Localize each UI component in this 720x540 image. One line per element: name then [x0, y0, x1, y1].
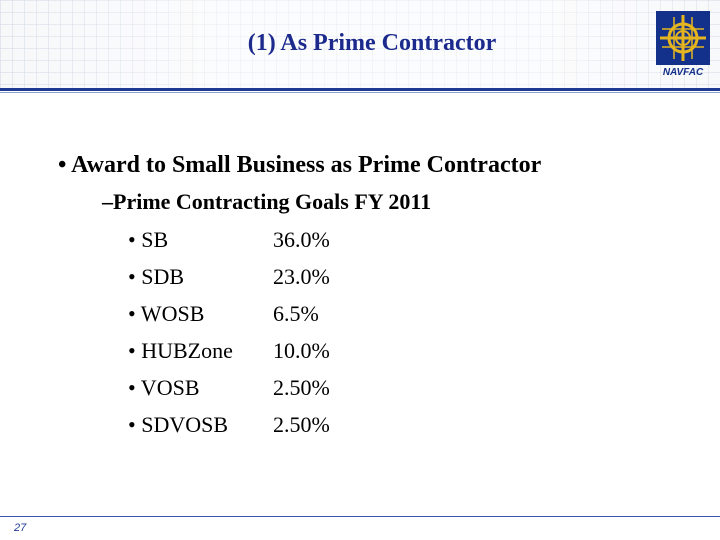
goal-name: • WOSB [128, 301, 205, 326]
logo-emblem [656, 11, 710, 65]
footer-rule [0, 516, 720, 517]
slide-title: (1) As Prime Contractor [247, 30, 497, 56]
page-number: 27 [14, 522, 27, 534]
goal-name: • HUBZone [128, 338, 233, 363]
goal-value: 6.5% [273, 301, 319, 326]
header-rule-thin [0, 92, 720, 93]
goal-value: 23.0% [273, 264, 330, 289]
bullet-level-1: • Award to Small Business as Prime Contr… [58, 152, 542, 178]
bullet-level-2: –Prime Contracting Goals FY 2011 [102, 189, 432, 214]
navfac-logo: NAVFAC [656, 11, 710, 78]
goal-name: • SB [128, 227, 169, 252]
goal-value: 2.50% [273, 412, 330, 437]
logo-text: NAVFAC [662, 67, 704, 78]
header-rule [0, 88, 720, 91]
goal-value: 2.50% [273, 375, 330, 400]
goal-name: • VOSB [128, 375, 200, 400]
compass-icon [656, 11, 710, 65]
goal-value: 10.0% [273, 338, 330, 363]
goal-name: • SDB [128, 264, 184, 289]
goal-value: 36.0% [273, 227, 330, 252]
header-fade [0, 0, 720, 88]
goal-name: • SDVOSB [128, 412, 229, 437]
